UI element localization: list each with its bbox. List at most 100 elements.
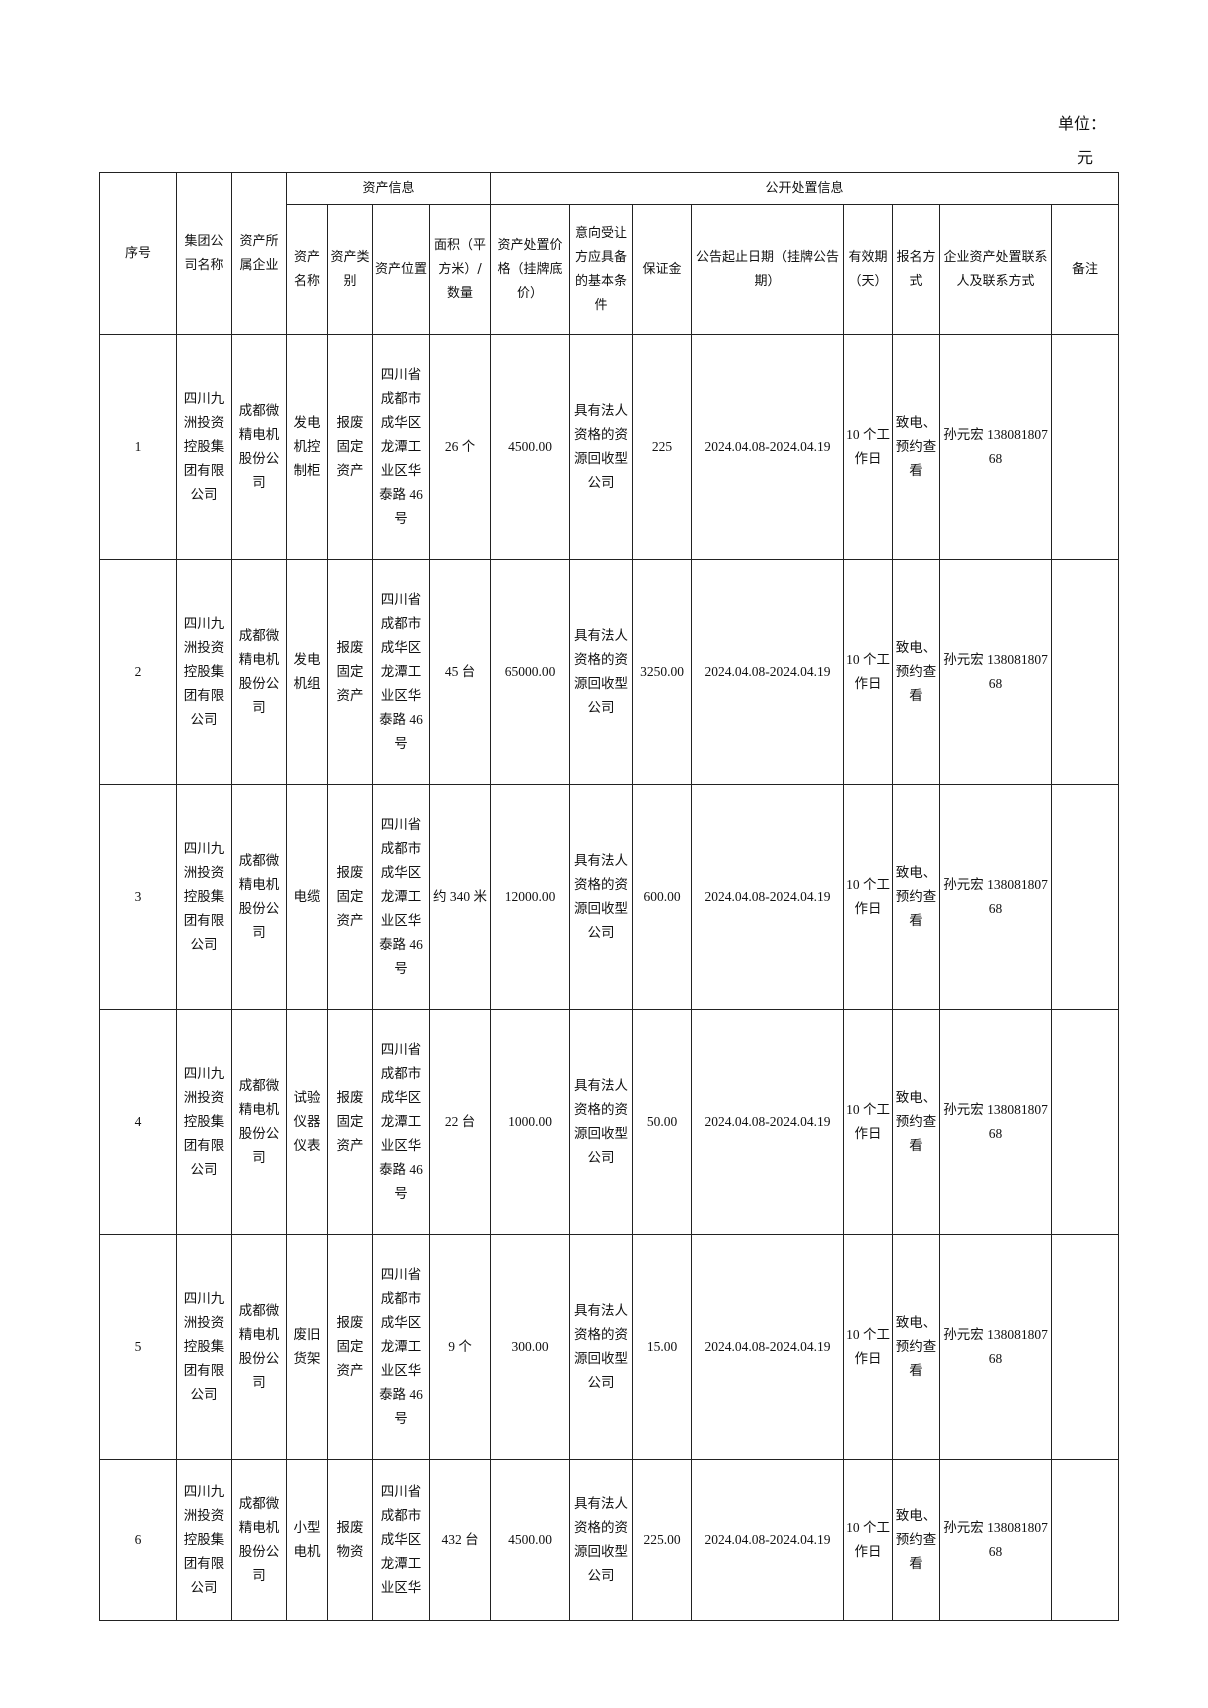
cell-text: 成都微精电机股份公司 <box>238 1303 280 1390</box>
cell-text: 10 个工作日 <box>846 1327 890 1366</box>
cell-text: 四川九洲投资控股集团有限公司 <box>183 391 225 502</box>
table-cell: 2024.04.08-2024.04.19 <box>691 559 845 785</box>
table-cell: 10 个工作日 <box>843 784 894 1010</box>
table-cell: 225 <box>632 334 693 560</box>
cell-text: 成都微精电机股份公司 <box>238 1496 280 1583</box>
cell-text: 报废物资 <box>336 1520 364 1559</box>
table-cell: 具有法人资格的资源回收型公司 <box>569 1234 634 1460</box>
cell-text: 10 个工作日 <box>846 1520 890 1559</box>
table-cell: 孙元宏 13808180768 <box>939 1234 1053 1460</box>
cell-text: 四川九洲投资控股集团有限公司 <box>183 841 225 952</box>
cell-text: 发电机组 <box>293 652 321 691</box>
table-cell: 2024.04.08-2024.04.19 <box>691 334 845 560</box>
cell-text: 四川省成都市成华区龙潭工业区华 <box>380 1484 422 1595</box>
table-cell: 具有法人资格的资源回收型公司 <box>569 334 634 560</box>
table-cell: 1 <box>99 334 177 560</box>
group-header: 公开处置信息 <box>490 172 1120 205</box>
table-cell: 报废固定资产 <box>327 559 373 785</box>
cell-text: 10 个工作日 <box>846 427 890 466</box>
table-cell: 15.00 <box>632 1234 693 1460</box>
table-cell: 2024.04.08-2024.04.19 <box>691 1459 845 1621</box>
cell-text: 电缆 <box>293 889 321 904</box>
cell-text: 孙元宏 13808180768 <box>943 1327 1048 1366</box>
cell-text: 具有法人资格的资源回收型公司 <box>574 1303 629 1390</box>
table-cell: 9 个 <box>428 1234 492 1460</box>
column-header: 资产位置 <box>372 204 430 335</box>
cell-text: 孙元宏 13808180768 <box>943 1102 1048 1141</box>
column-header: 有效期（天） <box>843 204 894 335</box>
asset-table: 序号 集团公司名称 资产所属企业 资产信息 公开处置信息 资产名称 资产类别 资产位置 面积（平… <box>99 172 1120 1621</box>
table-cell: 22 台 <box>428 1009 492 1235</box>
table-cell: 致电、预约查看 <box>892 784 941 1010</box>
cell-text: 成都微精电机股份公司 <box>238 403 280 490</box>
cell-text: 试验仪器仪表 <box>293 1090 321 1153</box>
cell-text: 225.00 <box>643 1532 681 1547</box>
table-cell: 4500.00 <box>490 1459 571 1621</box>
cell-text: 具有法人资格的资源回收型公司 <box>574 1078 629 1165</box>
cell-text: 1 <box>134 439 142 454</box>
cell-text: 12000.00 <box>504 889 556 904</box>
cell-text: 具有法人资格的资源回收型公司 <box>574 1496 629 1583</box>
cell-text: 四川省成都市成华区龙潭工业区华泰路 46 号 <box>379 817 423 976</box>
table-cell: 6 <box>99 1459 177 1621</box>
table-cell: 报废固定资产 <box>327 784 373 1010</box>
table-cell: 具有法人资格的资源回收型公司 <box>569 559 634 785</box>
cell-text: 报废固定资产 <box>336 415 364 478</box>
table-cell: 成都微精电机股份公司 <box>231 334 287 560</box>
table-cell: 50.00 <box>632 1009 693 1235</box>
unit-label: 单位： <box>1058 114 1107 133</box>
table-cell: 试验仪器仪表 <box>286 1009 328 1235</box>
cell-text: 50.00 <box>646 1114 678 1129</box>
table-cell: 3250.00 <box>632 559 693 785</box>
cell-text: 四川九洲投资控股集团有限公司 <box>183 616 225 727</box>
table-cell: 12000.00 <box>490 784 571 1010</box>
table-cell: 致电、预约查看 <box>892 1459 941 1621</box>
cell-text: 2024.04.08-2024.04.19 <box>704 1339 831 1354</box>
cell-text: 22 台 <box>444 1114 476 1129</box>
table-cell: 四川九洲投资控股集团有限公司 <box>176 784 232 1010</box>
table-cell: 成都微精电机股份公司 <box>231 1009 287 1235</box>
cell-text: 300.00 <box>511 1339 549 1354</box>
table-cell: 成都微精电机股份公司 <box>231 1234 287 1460</box>
cell-text: 致电、预约查看 <box>895 1315 937 1378</box>
cell-text: 发电机控制柜 <box>293 415 321 478</box>
cell-text: 2024.04.08-2024.04.19 <box>704 1532 831 1547</box>
table-row: 5 四川九洲投资控股集团有限公司 成都微精电机股份公司 废旧货架 报废固定资产 四川省成都… <box>99 1234 1120 1460</box>
cell-text: 5 <box>134 1339 142 1354</box>
cell-text: 15.00 <box>646 1339 678 1354</box>
table-cell: 具有法人资格的资源回收型公司 <box>569 1459 634 1621</box>
cell-text: 225 <box>651 439 673 454</box>
header-row: 资产名称 资产类别 资产位置 面积（平方米）/数量 资产处置价格（挂牌底价） 意向受让方应… <box>100 204 1120 335</box>
table-row: 3 四川九洲投资控股集团有限公司 成都微精电机股份公司 电缆 报废固定资产 四川省成都市成… <box>99 784 1120 1010</box>
column-header: 集团公司名称 <box>176 172 232 335</box>
table-cell: 3 <box>99 784 177 1010</box>
cell-text: 2024.04.08-2024.04.19 <box>704 1114 831 1129</box>
cell-text: 孙元宏 13808180768 <box>943 427 1048 466</box>
cell-text: 致电、预约查看 <box>895 1508 937 1571</box>
cell-text: 65000.00 <box>504 664 556 679</box>
table-cell: 10 个工作日 <box>843 1459 894 1621</box>
cell-text: 具有法人资格的资源回收型公司 <box>574 403 629 490</box>
cell-text: 10 个工作日 <box>846 877 890 916</box>
table-cell: 600.00 <box>632 784 693 1010</box>
table-cell: 65000.00 <box>490 559 571 785</box>
cell-text: 3250.00 <box>640 664 684 679</box>
table-cell: 报废固定资产 <box>327 1009 373 1235</box>
table-cell: 孙元宏 13808180768 <box>939 334 1053 560</box>
column-header: 备注 <box>1051 204 1120 335</box>
table-cell <box>1051 784 1120 1010</box>
table-cell: 发电机控制柜 <box>286 334 328 560</box>
table-cell: 成都微精电机股份公司 <box>231 1459 287 1621</box>
table-cell: 2024.04.08-2024.04.19 <box>691 784 845 1010</box>
cell-text: 孙元宏 13808180768 <box>943 1520 1048 1559</box>
table-cell: 2024.04.08-2024.04.19 <box>691 1234 845 1460</box>
table-cell: 225.00 <box>632 1459 693 1621</box>
cell-text: 报废固定资产 <box>336 865 364 928</box>
cell-text: 四川九洲投资控股集团有限公司 <box>183 1066 225 1177</box>
cell-text: 6 <box>134 1532 142 1547</box>
table-cell: 10 个工作日 <box>843 559 894 785</box>
table-cell: 四川省成都市成华区龙潭工业区华泰路 46 号 <box>372 334 430 560</box>
table-cell: 四川省成都市成华区龙潭工业区华泰路 46 号 <box>372 1009 430 1235</box>
cell-text: 约 340 米 <box>433 889 487 904</box>
table-cell: 四川九洲投资控股集团有限公司 <box>176 1234 232 1460</box>
